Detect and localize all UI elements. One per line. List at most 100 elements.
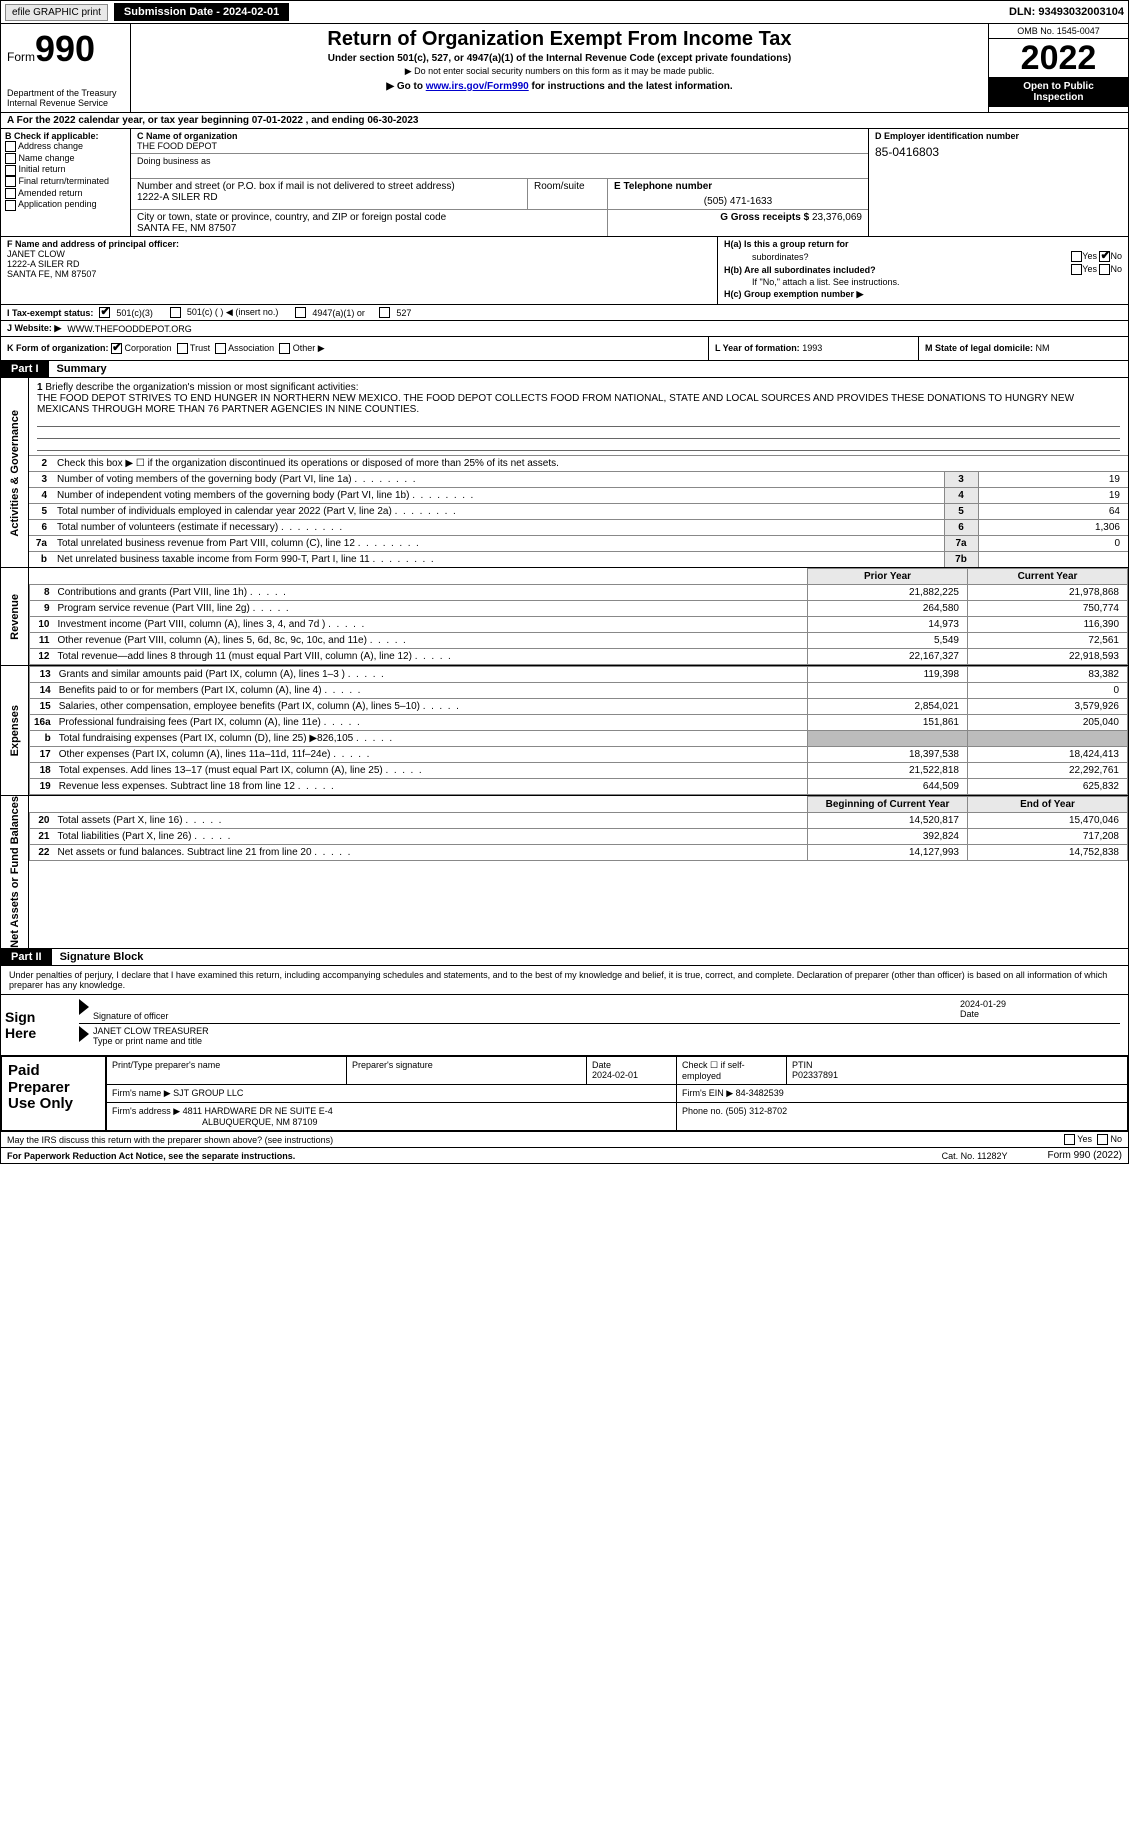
line-desc: Total unrelated business revenue from Pa… bbox=[53, 536, 944, 552]
firm-phone: (505) 312-8702 bbox=[726, 1106, 788, 1116]
prior-year-value: 5,549 bbox=[808, 633, 968, 649]
checkbox-trust[interactable] bbox=[177, 343, 188, 354]
line-a-tax-year: A For the 2022 calendar year, or tax yea… bbox=[0, 113, 1129, 129]
paid-preparer-label: PaidPreparerUse Only bbox=[1, 1056, 106, 1131]
part2-title: Signature Block bbox=[52, 951, 144, 963]
goto-suffix: for instructions and the latest informat… bbox=[529, 81, 733, 92]
firm-addr1: 4811 HARDWARE DR NE SUITE E-4 bbox=[183, 1106, 333, 1116]
checkbox-other[interactable] bbox=[279, 343, 290, 354]
checkbox-initial-return[interactable] bbox=[5, 165, 16, 176]
discuss-row: May the IRS discuss this return with the… bbox=[0, 1132, 1129, 1148]
line-desc: Number of independent voting members of … bbox=[53, 488, 944, 504]
governance-table: 2 Check this box ▶ ☐ if the organization… bbox=[29, 455, 1128, 567]
line-desc: Revenue less expenses. Subtract line 18 … bbox=[55, 779, 808, 795]
ein-value: 85-0416803 bbox=[875, 145, 1122, 159]
org-phone: (505) 471-1633 bbox=[614, 196, 862, 207]
prior-year-value: 119,398 bbox=[808, 667, 968, 683]
line-number: 3 bbox=[29, 472, 53, 488]
firm-addr2: ALBUQUERQUE, NM 87109 bbox=[112, 1117, 318, 1127]
checkbox-amended[interactable] bbox=[5, 188, 16, 199]
checkbox-4947[interactable] bbox=[295, 307, 306, 318]
current-year-value: 83,382 bbox=[968, 667, 1128, 683]
irs-link[interactable]: www.irs.gov/Form990 bbox=[426, 81, 529, 92]
line-desc: Number of voting members of the governin… bbox=[53, 472, 944, 488]
line-number: 10 bbox=[30, 617, 54, 633]
line-box: 6 bbox=[944, 520, 978, 536]
prior-year-value: 14,973 bbox=[808, 617, 968, 633]
checkbox-ha-yes[interactable] bbox=[1071, 251, 1082, 262]
part1-header: Part I Summary bbox=[0, 361, 1129, 378]
checkbox-address-change[interactable] bbox=[5, 141, 16, 152]
current-year-value: 750,774 bbox=[968, 601, 1128, 617]
efile-badge: efile GRAPHIC print bbox=[5, 4, 108, 21]
firm-ein: 84-3482539 bbox=[736, 1088, 784, 1098]
pra-notice: For Paperwork Reduction Act Notice, see … bbox=[7, 1151, 295, 1161]
tab-revenue: Revenue bbox=[9, 594, 21, 640]
sign-here-label: SignHere bbox=[1, 995, 71, 1055]
line-number: 18 bbox=[30, 763, 55, 779]
form-nossn: ▶ Do not enter social security numbers o… bbox=[137, 66, 982, 77]
prior-year-value: 392,824 bbox=[808, 829, 968, 845]
checkbox-527[interactable] bbox=[379, 307, 390, 318]
irs-label: Internal Revenue Service bbox=[7, 98, 124, 108]
line-value: 19 bbox=[978, 488, 1128, 504]
perjury-statement: Under penalties of perjury, I declare th… bbox=[0, 966, 1129, 995]
checkbox-name-change[interactable] bbox=[5, 153, 16, 164]
officer-addr2: SANTA FE, NM 87507 bbox=[7, 269, 711, 279]
prior-year-value: 151,861 bbox=[808, 715, 968, 731]
col-header: End of Year bbox=[968, 797, 1128, 813]
city-label: City or town, state or province, country… bbox=[137, 212, 601, 223]
current-year-value: 21,978,868 bbox=[968, 585, 1128, 601]
checkbox-final-return[interactable] bbox=[5, 176, 16, 187]
part1-label: Part I bbox=[1, 361, 49, 377]
current-year-value: 625,832 bbox=[968, 779, 1128, 795]
line-value: 19 bbox=[978, 472, 1128, 488]
checkbox-discuss-yes[interactable] bbox=[1064, 1134, 1075, 1145]
section-f: F Name and address of principal officer:… bbox=[1, 237, 718, 304]
org-name: THE FOOD DEPOT bbox=[137, 141, 862, 151]
section-c: C Name of organization THE FOOD DEPOT Do… bbox=[131, 129, 868, 236]
checkbox-hb-no[interactable] bbox=[1099, 264, 1110, 275]
submission-date: Submission Date - 2024-02-01 bbox=[114, 3, 289, 21]
checkbox-application-pending[interactable] bbox=[5, 200, 16, 211]
part1-title: Summary bbox=[49, 363, 107, 375]
checkbox-association[interactable] bbox=[215, 343, 226, 354]
line-value bbox=[978, 552, 1128, 568]
revenue-block: Revenue Prior Year Current Year8 Contrib… bbox=[0, 568, 1129, 666]
line-desc: Contributions and grants (Part VIII, lin… bbox=[54, 585, 808, 601]
line-number: 17 bbox=[30, 747, 55, 763]
col-header: Beginning of Current Year bbox=[808, 797, 968, 813]
checkbox-discuss-no[interactable] bbox=[1097, 1134, 1108, 1145]
prior-year-value: 644,509 bbox=[808, 779, 968, 795]
line-number: 5 bbox=[29, 504, 53, 520]
efile-topbar: efile GRAPHIC print Submission Date - 20… bbox=[0, 0, 1129, 24]
expenses-table: 13 Grants and similar amounts paid (Part… bbox=[29, 666, 1128, 795]
line-number: 8 bbox=[30, 585, 54, 601]
current-year-value: 18,424,413 bbox=[968, 747, 1128, 763]
line-number: 4 bbox=[29, 488, 53, 504]
prior-year-value: 2,854,021 bbox=[808, 699, 968, 715]
line-number: 7a bbox=[29, 536, 53, 552]
line-number: 14 bbox=[30, 683, 55, 699]
line-desc: Net unrelated business taxable income fr… bbox=[53, 552, 944, 568]
checkbox-ha-no[interactable] bbox=[1099, 251, 1110, 262]
current-year-value: 116,390 bbox=[968, 617, 1128, 633]
section-b: B Check if applicable: Address change Na… bbox=[1, 129, 131, 236]
prior-year-value: 14,127,993 bbox=[808, 845, 968, 861]
line-desc: Investment income (Part VIII, column (A)… bbox=[54, 617, 808, 633]
signature-arrow-icon bbox=[79, 1026, 89, 1042]
governance-block: Activities & Governance 1 Briefly descri… bbox=[0, 378, 1129, 568]
part2-header: Part II Signature Block bbox=[0, 949, 1129, 966]
checkbox-corporation[interactable] bbox=[111, 343, 122, 354]
section-b-c-d: B Check if applicable: Address change Na… bbox=[0, 129, 1129, 237]
section-b-header: B Check if applicable: bbox=[5, 131, 99, 141]
line-number: 20 bbox=[30, 813, 54, 829]
checkbox-hb-yes[interactable] bbox=[1071, 264, 1082, 275]
tab-expenses: Expenses bbox=[9, 705, 21, 756]
signature-arrow-icon bbox=[79, 999, 89, 1015]
checkbox-501c[interactable] bbox=[170, 307, 181, 318]
form-number-block: Form990 Department of the Treasury Inter… bbox=[1, 24, 131, 112]
checkbox-501c3[interactable] bbox=[99, 307, 110, 318]
org-city: SANTA FE, NM 87507 bbox=[137, 223, 601, 234]
line-desc: Professional fundraising fees (Part IX, … bbox=[55, 715, 808, 731]
